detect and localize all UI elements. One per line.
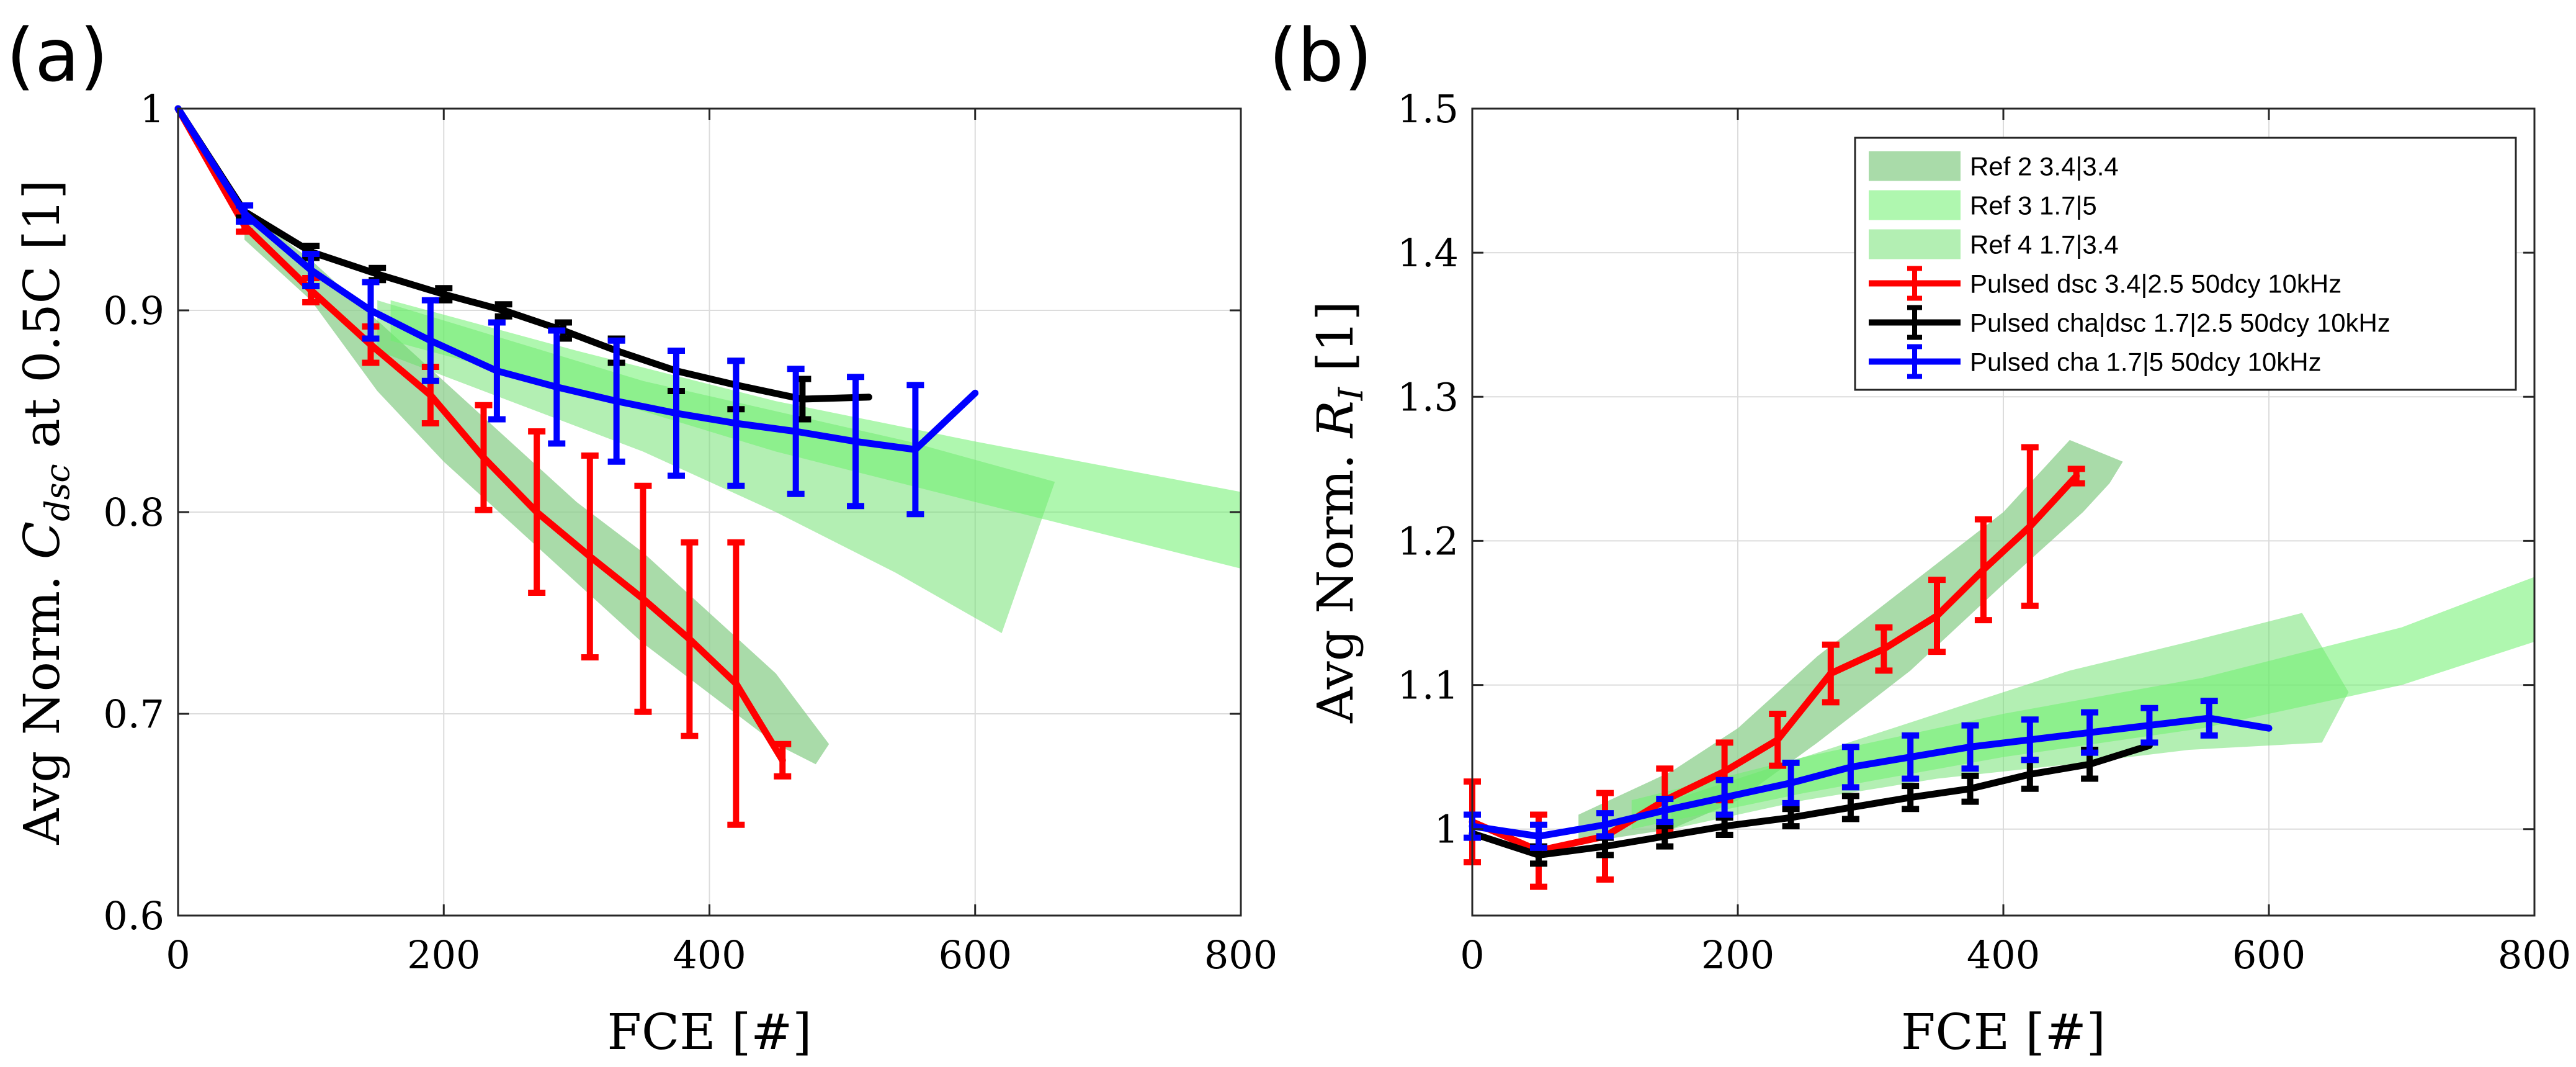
legend-swatch bbox=[1869, 190, 1961, 220]
series-line bbox=[1469, 742, 2153, 858]
panel-letter: (b) bbox=[1269, 12, 1372, 98]
x-tick-label: 800 bbox=[1204, 932, 1277, 978]
legend-box bbox=[1854, 137, 2517, 391]
series-line bbox=[174, 105, 786, 764]
legend-label: Ref 3 1.7|5 bbox=[1970, 191, 2097, 220]
legend: Ref 2 3.4|3.4 Ref 3 1.7|5 Ref 4 1.7|3.4 Pul… bbox=[1854, 137, 2517, 391]
y-label-subscript: I bbox=[1331, 386, 1371, 401]
y-tick-label: 1.4 bbox=[1397, 230, 1459, 276]
series-line bbox=[174, 105, 979, 453]
y-label-prefix: Avg Norm. bbox=[13, 559, 71, 845]
x-tick-label: 800 bbox=[2498, 932, 2571, 978]
x-tick-label: 200 bbox=[1701, 932, 1774, 978]
y-axis-label: Avg Norm. RI [1] bbox=[1307, 301, 1371, 724]
y-label-suffix: [1] bbox=[1307, 301, 1364, 387]
x-tick-label: 0 bbox=[1460, 932, 1484, 978]
y-tick-label: 1.5 bbox=[1397, 86, 1459, 132]
legend-label: Ref 2 3.4|3.4 bbox=[1970, 152, 2119, 181]
y-label-prefix: Avg Norm. bbox=[1307, 438, 1364, 724]
x-tick-label: 400 bbox=[1967, 932, 2040, 978]
y-tick-label: 0.6 bbox=[103, 893, 164, 939]
y-axis-label: Avg Norm. Cdsc at 0.5C [1] bbox=[13, 179, 77, 845]
x-axis-label: FCE [#] bbox=[1901, 1003, 2106, 1061]
legend-swatch bbox=[1869, 229, 1961, 259]
y-tick-label: 0.7 bbox=[103, 691, 164, 737]
y-label-symbol: C bbox=[13, 521, 71, 559]
y-tick-label: 1.3 bbox=[1397, 374, 1459, 420]
series-line bbox=[1469, 714, 2273, 840]
y-tick-label: 0.9 bbox=[103, 288, 164, 333]
legend-swatch bbox=[1869, 151, 1961, 181]
x-axis-label: FCE [#] bbox=[607, 1003, 812, 1061]
legend-label: Ref 4 1.7|3.4 bbox=[1970, 230, 2119, 259]
series-line bbox=[1469, 472, 2080, 855]
y-tick-label: 1.2 bbox=[1397, 518, 1459, 564]
y-tick-label: 1.1 bbox=[1397, 663, 1459, 708]
y-label-subscript: dsc bbox=[38, 464, 77, 521]
x-tick-label: 400 bbox=[673, 932, 746, 978]
panel-a: (a) 0 200 400 600 800 0.6 0.7 0.8 0.9 1 FCE [#] Avg … bbox=[6, 12, 1277, 1061]
y-tick-label: 1 bbox=[1434, 807, 1459, 852]
x-tick-label: 200 bbox=[407, 932, 480, 978]
x-tick-label: 600 bbox=[2232, 932, 2305, 978]
x-tick-label: 0 bbox=[166, 932, 190, 978]
series-line bbox=[174, 105, 872, 403]
y-tick-label: 0.8 bbox=[103, 490, 164, 535]
legend-label: Pulsed cha 1.7|5 50dcy 10kHz bbox=[1970, 348, 2322, 377]
legend-label: Pulsed cha|dsc 1.7|2.5 50dcy 10kHz bbox=[1970, 308, 2390, 338]
y-label-suffix: at 0.5C [1] bbox=[13, 179, 71, 464]
panel-letter: (a) bbox=[6, 12, 108, 98]
x-tick-label: 600 bbox=[939, 932, 1012, 978]
y-tick-label: 1 bbox=[140, 86, 164, 132]
legend-label: Pulsed dsc 3.4|2.5 50dcy 10kHz bbox=[1970, 269, 2341, 299]
reference-band bbox=[1578, 439, 2123, 844]
y-label-symbol: R bbox=[1307, 400, 1364, 439]
